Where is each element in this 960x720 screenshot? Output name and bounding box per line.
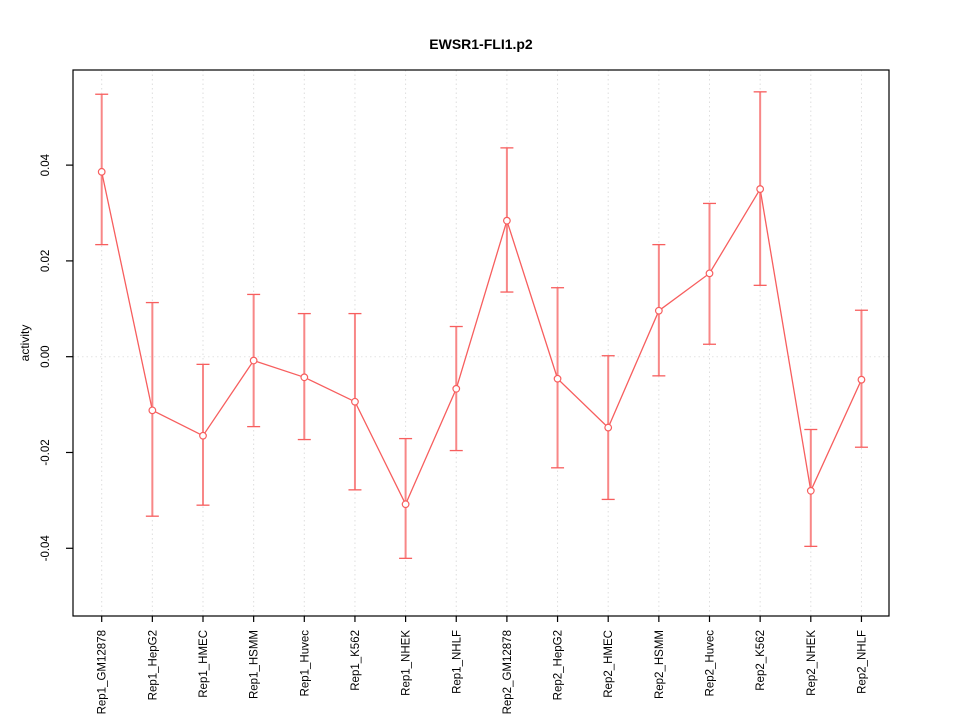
x-tick-label: Rep1_Huvec xyxy=(299,630,311,697)
y-tick-label: -0.04 xyxy=(40,535,52,562)
data-point-marker xyxy=(452,384,461,393)
data-point-marker xyxy=(503,216,511,225)
y-tick-label: 0.04 xyxy=(40,153,52,176)
y-tick-label: 0.02 xyxy=(40,250,52,272)
data-point-marker xyxy=(300,373,309,382)
data-point-marker xyxy=(756,185,765,193)
data-point-marker xyxy=(654,306,663,315)
data-point-marker xyxy=(705,269,714,278)
x-tick-label: Rep1_HSMM xyxy=(249,630,261,699)
data-point-marker xyxy=(249,356,258,365)
x-tick-label: Rep2_NHLF xyxy=(856,630,868,694)
x-tick-label: Rep2_NHEK xyxy=(806,630,818,696)
x-tick-label: Rep1_HMEC xyxy=(198,630,210,698)
data-point-marker xyxy=(553,374,562,383)
x-tick-label: Rep2_HepG2 xyxy=(553,630,565,700)
x-tick-label: Rep1_HepG2 xyxy=(147,630,159,700)
data-point-marker xyxy=(857,375,866,384)
data-point-marker xyxy=(351,397,359,406)
x-tick-label: Rep1_NHLF xyxy=(451,630,463,694)
x-tick-label: Rep2_GM12878 xyxy=(502,630,514,714)
x-tick-label: Rep1_NHEK xyxy=(401,630,413,696)
plot-border xyxy=(72,69,890,617)
x-tick-label: Rep2_HMEC xyxy=(603,630,615,698)
data-point-marker xyxy=(401,500,410,509)
x-tick-label: Rep1_GM12878 xyxy=(97,630,109,714)
y-tick-label: -0.02 xyxy=(40,439,52,465)
data-point-marker xyxy=(199,431,207,440)
x-tick-label: Rep2_HSMM xyxy=(654,630,666,699)
data-point-marker xyxy=(806,486,815,495)
series-line xyxy=(101,171,863,506)
data-point-marker xyxy=(604,423,613,432)
y-tick-label: 0.00 xyxy=(40,346,52,368)
x-tick-label: Rep2_Huvec xyxy=(705,630,717,697)
data-point-marker xyxy=(148,406,157,415)
chart-title: EWSR1-FLI1.p2 xyxy=(429,36,533,52)
x-tick-label: Rep2_K562 xyxy=(755,630,767,691)
x-tick-label: Rep1_K562 xyxy=(350,630,362,691)
data-point-marker xyxy=(97,167,106,176)
